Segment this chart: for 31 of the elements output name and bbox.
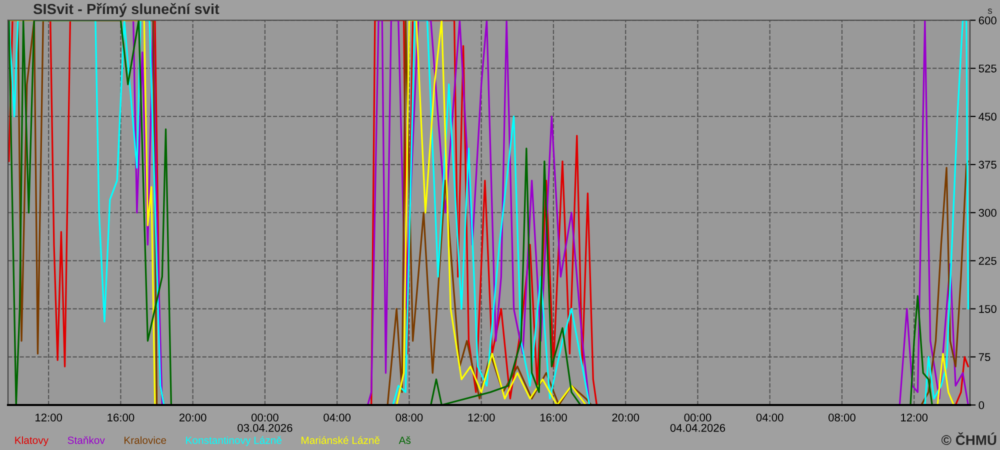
x-tick-label: 16:00 bbox=[540, 414, 567, 422]
text: Staňkov bbox=[68, 436, 105, 444]
y-tick-label: 225 bbox=[978, 256, 996, 265]
text: Klatovy bbox=[15, 436, 49, 446]
x-tick-label: 12:00 bbox=[901, 414, 928, 422]
text: Kralovice bbox=[124, 436, 166, 444]
text: Konstantinovy Lázně bbox=[186, 436, 282, 446]
text: © ČHMÚ bbox=[941, 432, 996, 446]
x-tick-label: 12:00 bbox=[36, 414, 62, 422]
y-axis-title: s bbox=[988, 8, 992, 14]
chart-title: SISvit - Přímý sluneční svit bbox=[33, 3, 220, 18]
x-tick-label: 20:00 bbox=[612, 414, 640, 422]
x-tick-label: 04:00 bbox=[324, 414, 351, 422]
text: Aš bbox=[398, 436, 411, 444]
x-tick-label: 08:00 bbox=[828, 414, 856, 422]
y-tick-label: 150 bbox=[979, 305, 996, 313]
x-tick-label: 16:00 bbox=[108, 414, 134, 422]
x-tick-label: 04:00 bbox=[756, 414, 784, 422]
y-tick-label: 600 bbox=[978, 16, 996, 24]
y-tick-label: 300 bbox=[978, 208, 996, 217]
y-tick-label: 450 bbox=[978, 112, 996, 121]
x-tick-label: 00:00 04.04.2026 bbox=[670, 414, 726, 432]
y-tick-label: 75 bbox=[978, 353, 990, 362]
x-tick-label: 12:00 bbox=[468, 414, 495, 422]
x-tick-label: 00:00 03.04.2026 bbox=[238, 414, 292, 432]
text: Mariánské Lázně bbox=[302, 436, 380, 444]
x-tick-label: 20:00 bbox=[179, 414, 206, 422]
y-tick-label: 0 bbox=[978, 401, 984, 410]
y-tick-label: 375 bbox=[978, 160, 996, 169]
y-tick-label: 525 bbox=[978, 64, 996, 72]
x-tick-label: 08:00 bbox=[396, 414, 423, 422]
